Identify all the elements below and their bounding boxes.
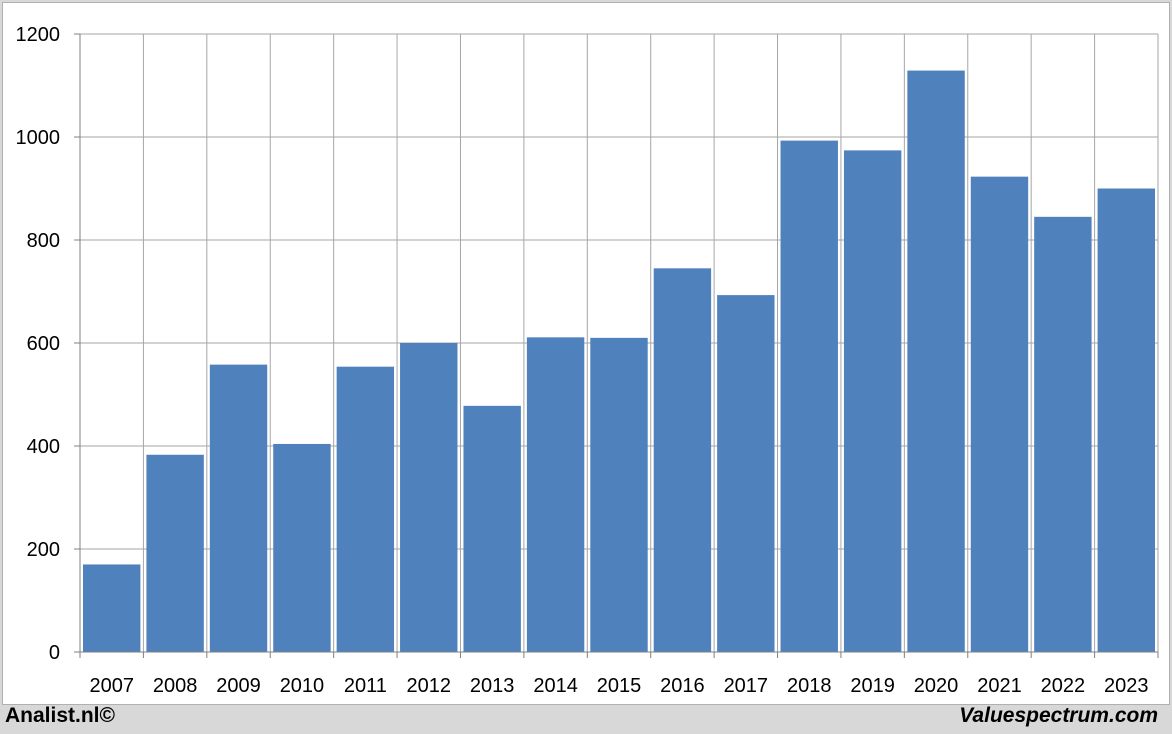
- bar-2014: [526, 337, 585, 652]
- x-tick-label: 2022: [1041, 675, 1086, 697]
- x-tick-label: 2010: [280, 675, 325, 697]
- y-tick-label: 1200: [16, 24, 61, 46]
- bar-2013: [463, 405, 521, 652]
- y-tick-labels: 0 200 400 600 800 1000 1200: [16, 24, 61, 664]
- bar-2015: [590, 337, 648, 652]
- bar-2010: [273, 443, 331, 652]
- y-tick-label: 600: [27, 333, 60, 355]
- bar-2009: [209, 364, 268, 652]
- x-tick-label: 2012: [407, 675, 452, 697]
- bars-layer: [83, 70, 1155, 653]
- bar-2011: [336, 366, 395, 652]
- y-tick-label: 400: [27, 436, 60, 458]
- x-tick-label: 2008: [153, 675, 198, 697]
- x-tick-label: 2017: [724, 675, 769, 697]
- x-tick-label: 2021: [977, 675, 1022, 697]
- x-tick-label: 2018: [787, 675, 832, 697]
- bar-2017: [717, 295, 775, 652]
- x-tick-label: 2007: [89, 675, 134, 697]
- x-tick-label: 2014: [533, 675, 578, 697]
- bar-2008: [146, 454, 204, 652]
- x-tick-labels: 2007 2008 2009 2010 2011 2012 2013 2014 2015 2016…: [89, 675, 1148, 697]
- bar-2018: [780, 140, 838, 653]
- footer-source-right: Valuespectrum.com: [959, 704, 1158, 727]
- x-tick-label: 2011: [344, 675, 387, 697]
- x-tick-label: 2009: [216, 675, 261, 697]
- x-tick-label: 2016: [660, 675, 705, 697]
- footer-source-left: Analist.nl©: [5, 704, 115, 727]
- bar-2022: [1034, 216, 1092, 652]
- bar-2021: [970, 176, 1029, 652]
- bar-2020: [907, 70, 965, 652]
- bar-2019: [843, 150, 902, 652]
- x-tick-label: 2015: [597, 675, 642, 697]
- x-tick-label: 2023: [1104, 675, 1149, 697]
- x-tick-label: 2020: [914, 675, 959, 697]
- x-tick-label: 2019: [850, 675, 895, 697]
- y-tick-label: 0: [49, 642, 60, 664]
- y-tick-label: 800: [27, 230, 60, 252]
- x-tick-label: 2013: [470, 675, 515, 697]
- y-tick-label: 1000: [16, 127, 61, 149]
- bar-2016: [653, 268, 712, 652]
- y-tick-label: 200: [27, 539, 60, 561]
- bar-2012: [400, 343, 458, 652]
- axis-layer: [74, 33, 1159, 658]
- bar-2007: [83, 564, 141, 652]
- bar-2023: [1097, 188, 1155, 652]
